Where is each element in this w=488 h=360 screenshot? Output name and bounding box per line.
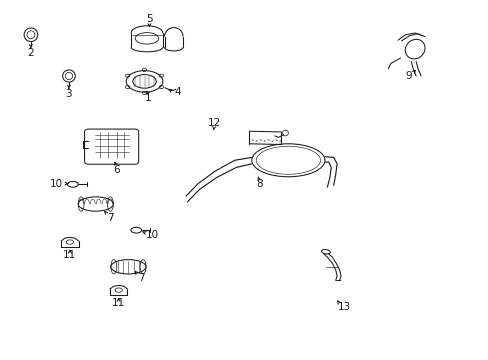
Text: 5: 5 (146, 14, 152, 24)
Text: 10: 10 (50, 179, 63, 189)
Text: 6: 6 (113, 165, 120, 175)
Text: 13: 13 (337, 302, 350, 312)
Text: 11: 11 (63, 250, 77, 260)
Text: 7: 7 (138, 273, 144, 283)
Text: 9: 9 (404, 71, 411, 81)
Text: 8: 8 (255, 179, 262, 189)
Text: 12: 12 (207, 118, 221, 128)
Text: 2: 2 (27, 48, 34, 58)
Text: 3: 3 (65, 89, 72, 99)
Text: 1: 1 (145, 93, 151, 103)
Text: 4: 4 (174, 87, 181, 97)
Text: 11: 11 (112, 298, 125, 309)
Text: 10: 10 (146, 230, 159, 239)
Text: 7: 7 (107, 213, 114, 222)
